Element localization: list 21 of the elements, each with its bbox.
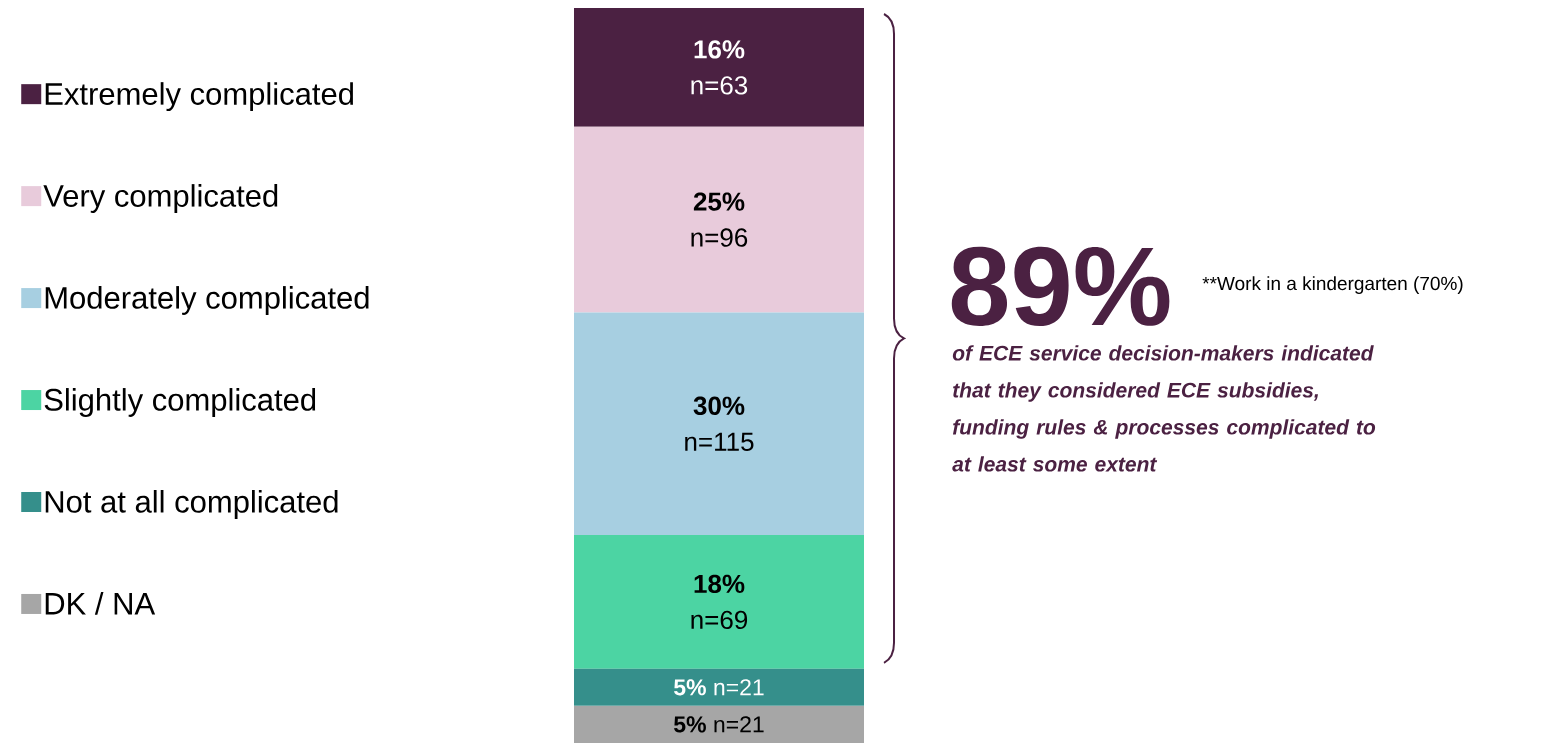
data-label: 25% n=96 — [691, 192, 748, 247]
data-label: 5% n=21 — [673, 716, 764, 733]
legend-label: DK / NA — [45, 591, 156, 615]
legend-label: Very complicated — [43, 184, 278, 214]
bar — [574, 7, 864, 127]
data-label: 5% n=21 — [673, 679, 764, 696]
bar — [574, 705, 864, 743]
legend-label: Extremely complicated — [45, 82, 353, 112]
legend-label: Not at all complicated — [45, 490, 338, 519]
data-label: 16% n=63 — [691, 40, 748, 95]
text: **Work in a kindergarten (70%) — [1202, 276, 1463, 294]
text: 89% — [951, 246, 1170, 327]
legend-label: Slightly complicated — [44, 388, 316, 417]
legend-label: Moderately complicated — [45, 286, 369, 315]
bar — [574, 312, 864, 536]
bar — [574, 668, 864, 706]
text: of ECE service decision-makers indicated that they considered ECE subsidies, funding rules & processes complicated to at least some extent — [952, 345, 1376, 472]
bar — [574, 535, 864, 669]
data-label: 18% n=69 — [691, 574, 748, 630]
data-label: 30% n=115 — [685, 396, 754, 451]
bar — [574, 126, 864, 313]
